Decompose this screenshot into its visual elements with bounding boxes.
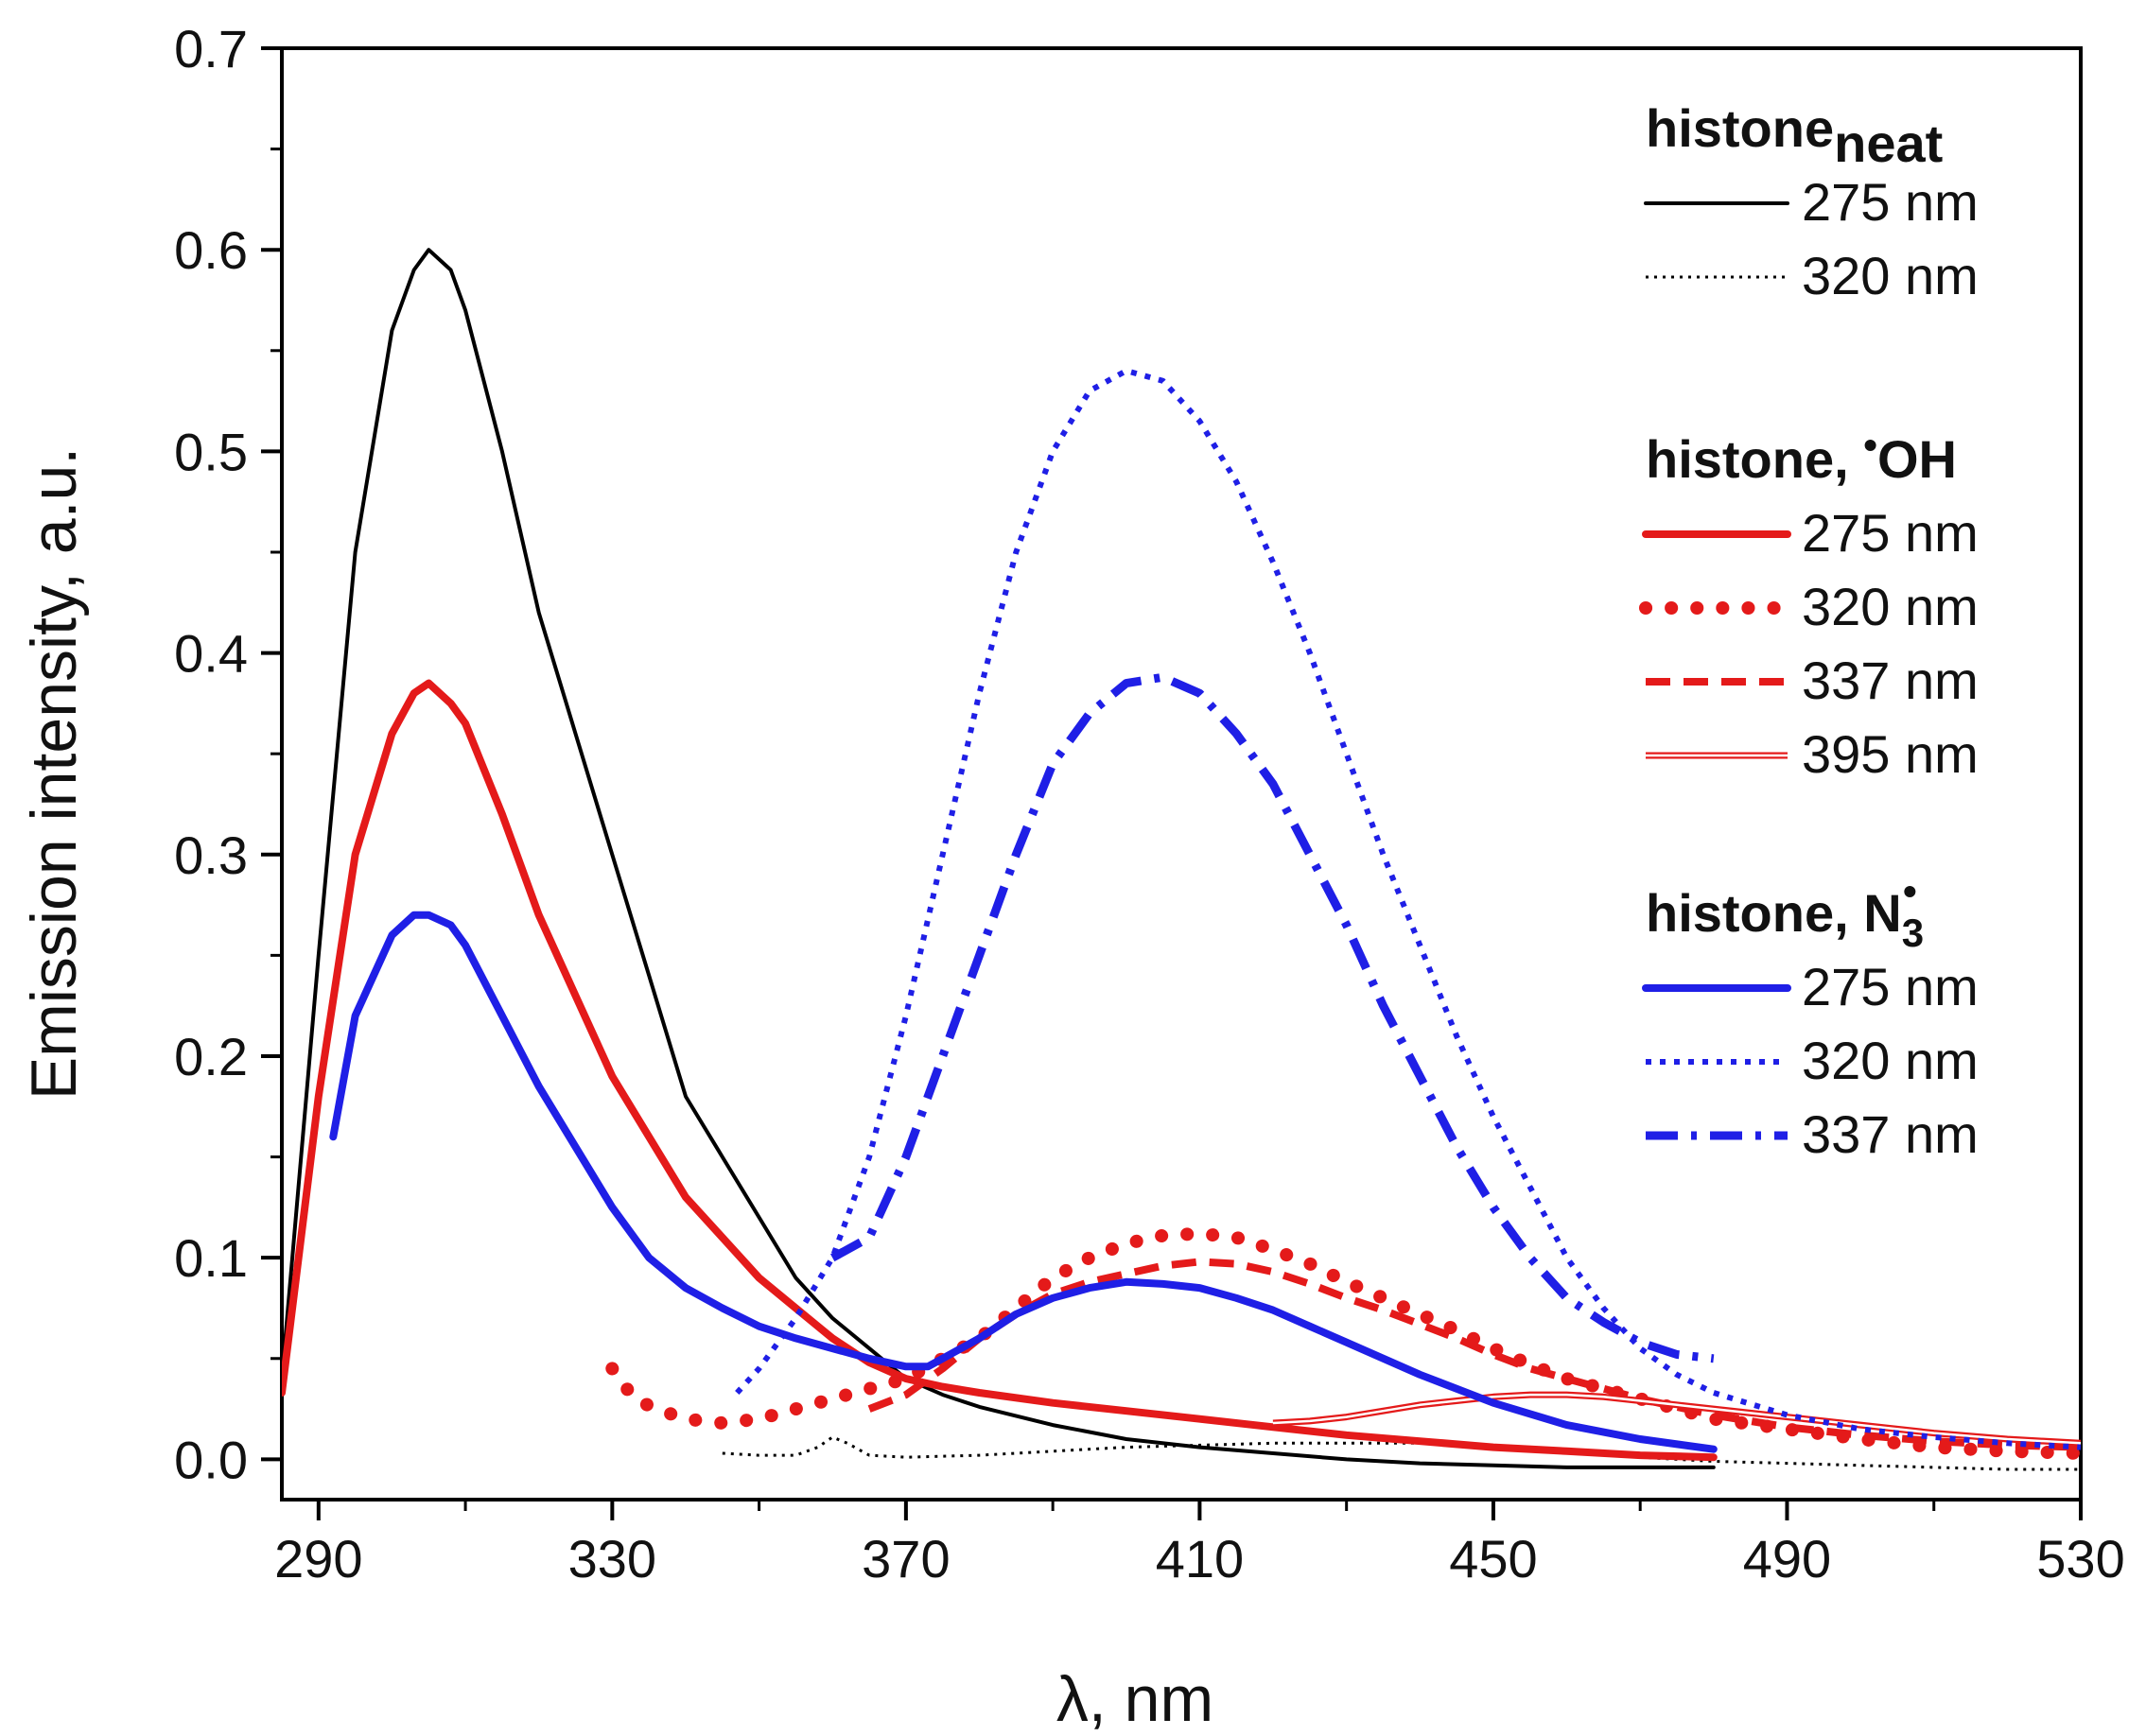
y-tick-label: 0.1 xyxy=(174,1228,248,1288)
legend-group-title: histoneneat xyxy=(1646,98,1943,173)
series-oh-395-inner xyxy=(1272,1393,2081,1445)
y-tick-label: 0.6 xyxy=(174,220,248,280)
series-neat-320 xyxy=(722,1435,2081,1471)
legend-label: 337 nm xyxy=(1802,651,1979,710)
legend-title-sup: • xyxy=(1863,423,1877,467)
x-tick-label: 370 xyxy=(862,1529,950,1588)
legend-label: 395 nm xyxy=(1802,724,1979,784)
legend-group-title: histone, N3• xyxy=(1646,869,1924,955)
y-tick-label: 0.7 xyxy=(174,19,248,78)
y-tick-label: 0.4 xyxy=(174,624,248,684)
x-tick-label: 530 xyxy=(2036,1529,2124,1588)
legend-label: 337 nm xyxy=(1802,1104,1979,1164)
series-oh-275 xyxy=(282,679,1718,1462)
legend-label: 320 nm xyxy=(1802,577,1979,636)
legend-title-after: OH xyxy=(1877,429,1957,489)
series-oh-337 xyxy=(867,1258,2081,1451)
x-axis-title: λ, nm xyxy=(1056,1663,1213,1735)
legend-title-main: histone, N xyxy=(1646,883,1902,943)
legend-label: 275 nm xyxy=(1802,503,1979,563)
legend-label: 320 nm xyxy=(1802,246,1979,305)
series-n3-337 xyxy=(830,672,1715,1363)
legend-title-main: histone, xyxy=(1646,429,1863,489)
legend-title-sub: neat xyxy=(1834,113,1943,173)
series-n3-275 xyxy=(329,911,1718,1453)
x-tick-label: 330 xyxy=(568,1529,656,1588)
legend-title-sup: • xyxy=(1903,869,1917,913)
legend-label: 275 nm xyxy=(1802,957,1979,1016)
plot-frame xyxy=(280,46,2083,1502)
x-tick-label: 450 xyxy=(1449,1529,1537,1588)
legend-group-title: histone, •OH xyxy=(1646,423,1957,489)
legend-label: 320 nm xyxy=(1802,1031,1979,1090)
x-tick-label: 410 xyxy=(1156,1529,1244,1588)
y-tick-label: 0.3 xyxy=(174,825,248,885)
legend-title-main: histone xyxy=(1646,98,1834,158)
y-axis-title: Emission intensity, a.u. xyxy=(18,447,90,1100)
x-tick-label: 490 xyxy=(1743,1529,1831,1588)
series-neat-275 xyxy=(282,248,1716,1469)
legend-label: 275 nm xyxy=(1802,172,1979,232)
y-tick-label: 0.5 xyxy=(174,422,248,481)
y-tick-label: 0.0 xyxy=(174,1430,248,1489)
series-oh-320 xyxy=(605,1226,2081,1460)
legend-title-sub: 3 xyxy=(1902,911,1924,955)
series-n3-320 xyxy=(735,368,2081,1450)
x-tick-label: 290 xyxy=(274,1529,362,1588)
y-tick-label: 0.2 xyxy=(174,1027,248,1086)
